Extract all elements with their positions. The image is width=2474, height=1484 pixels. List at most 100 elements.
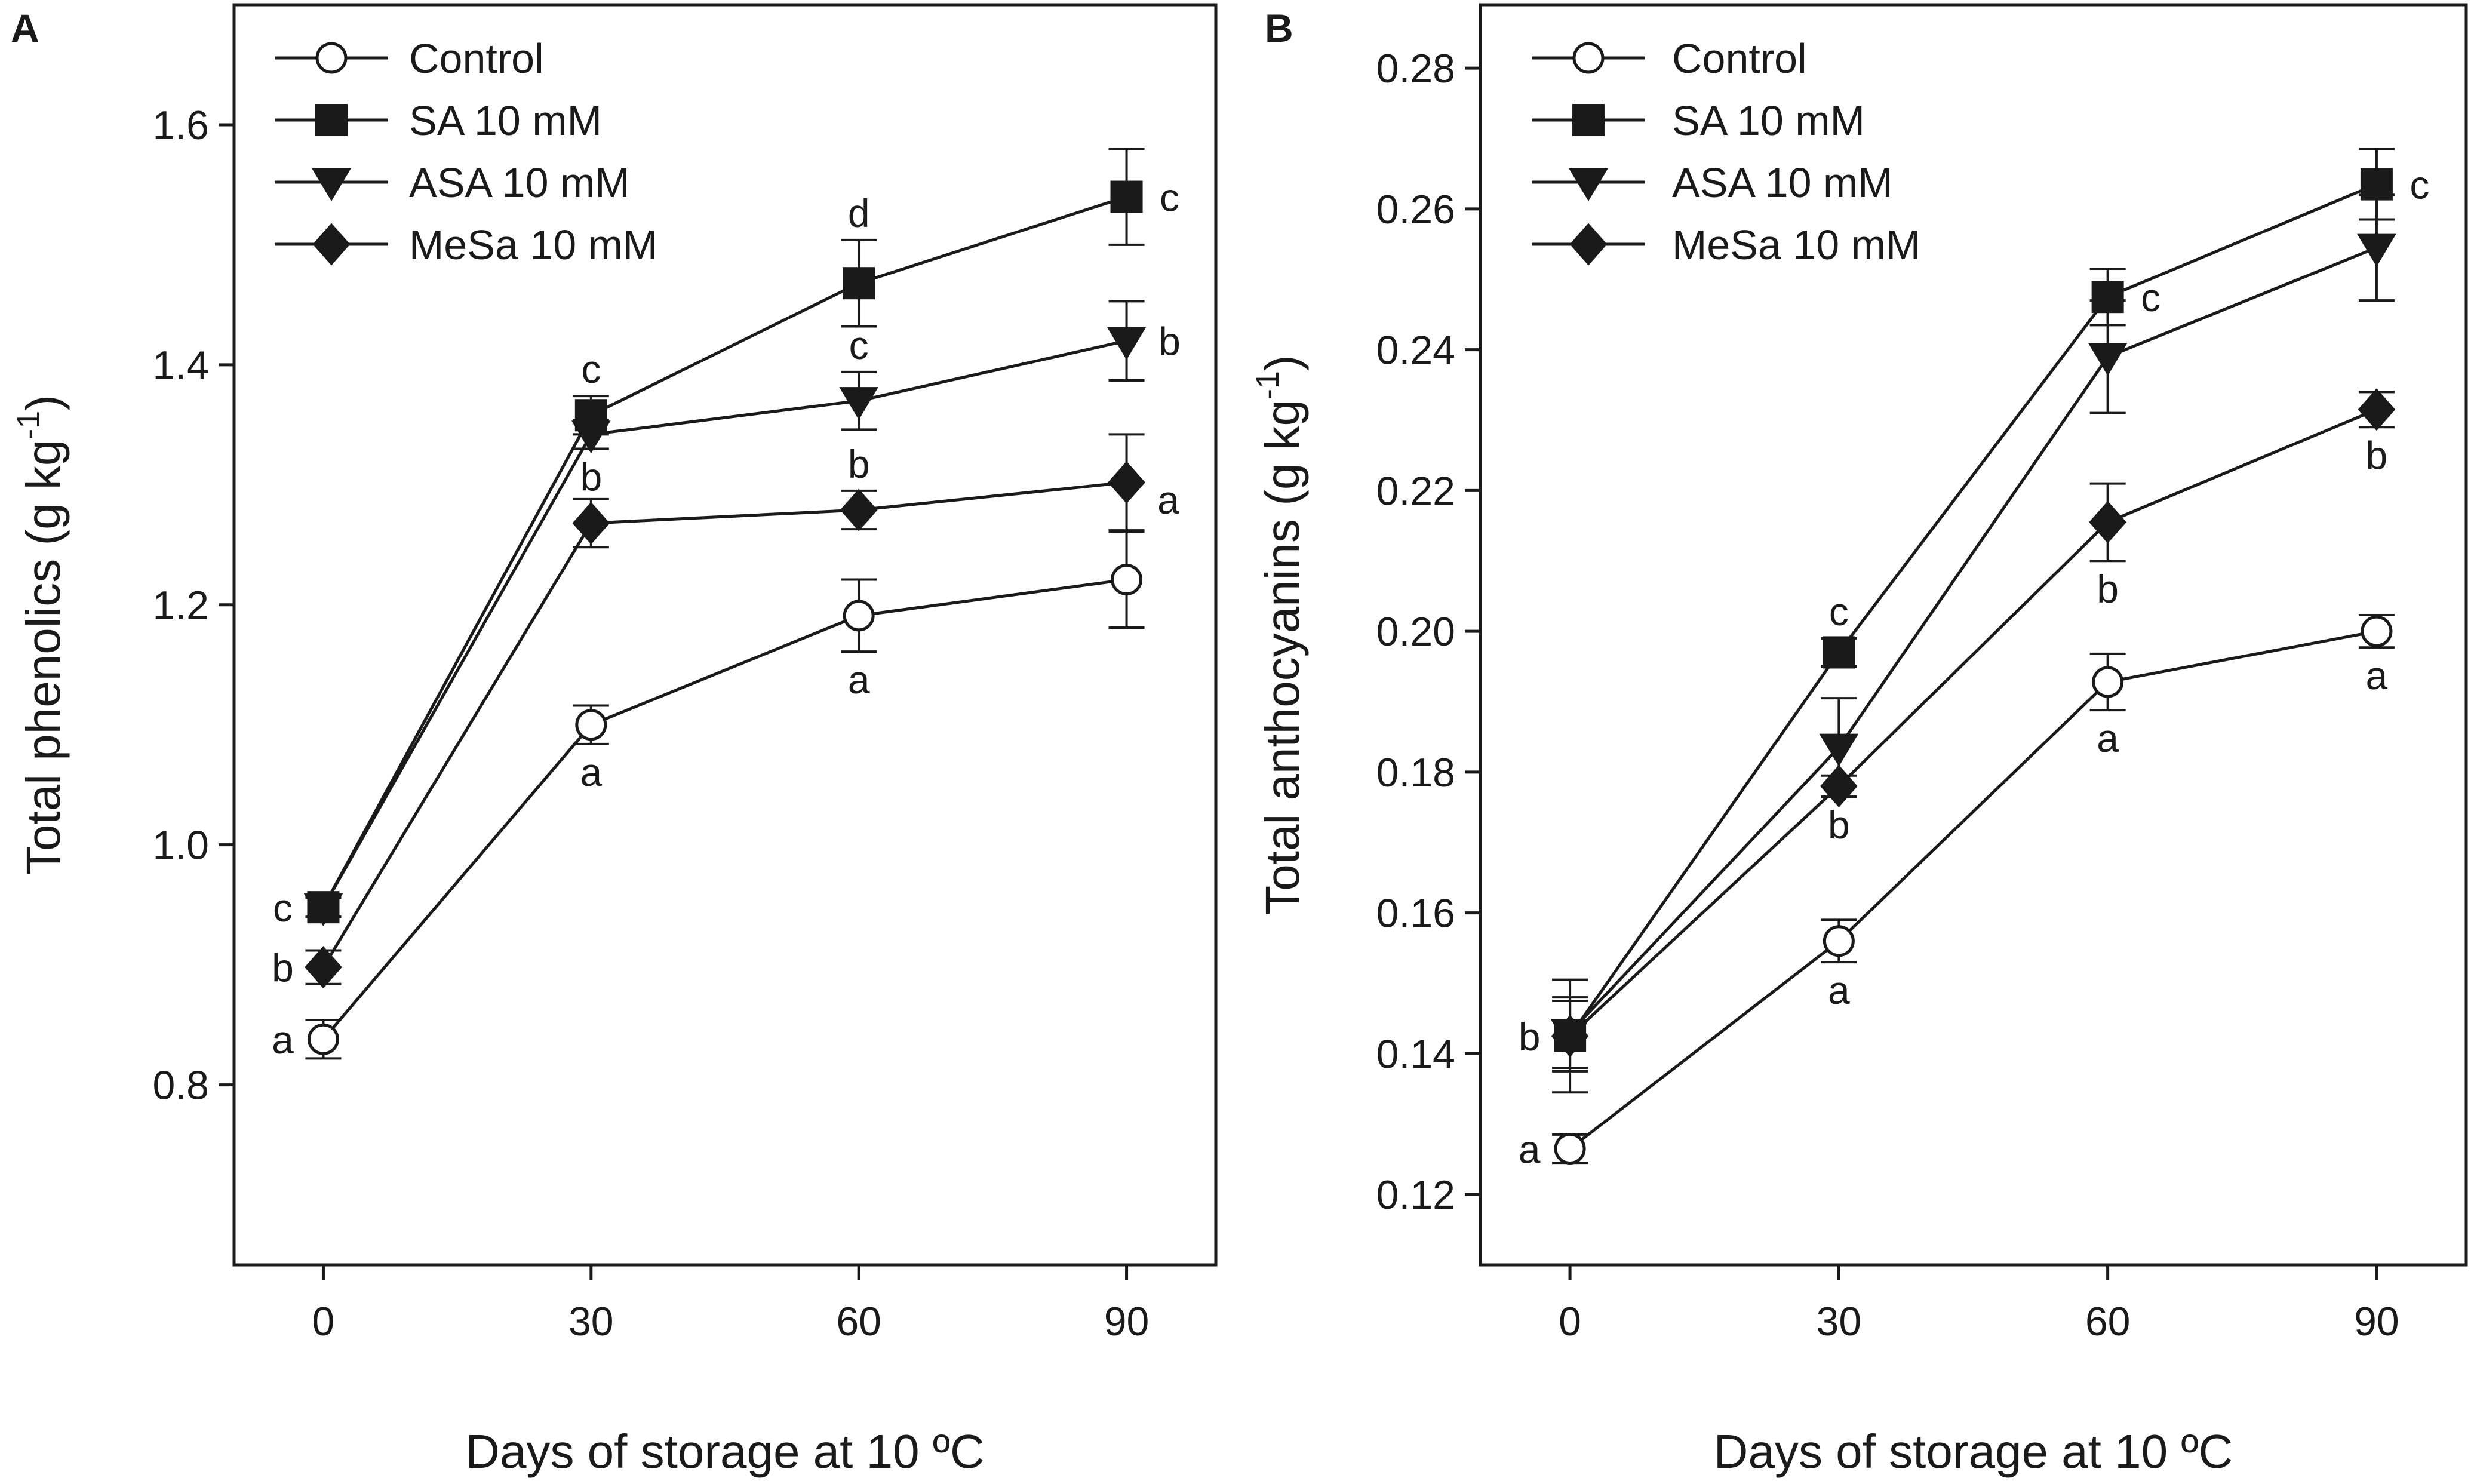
legend-entry: SA 10 mM xyxy=(409,97,602,144)
data-point xyxy=(1554,1133,1586,1165)
y-axis-label-superscript: -1 xyxy=(1250,371,1286,400)
data-point xyxy=(1823,636,1855,669)
y-tick-label: 1.6 xyxy=(152,103,209,148)
legend-marker xyxy=(315,42,348,74)
significance-letter: a xyxy=(2097,716,2119,760)
series-control xyxy=(305,530,1145,1060)
legend-entry: MeSa 10 mM xyxy=(1672,222,1920,268)
legend-marker xyxy=(312,168,351,201)
significance-letter: b xyxy=(1519,1015,1541,1059)
data-point xyxy=(840,488,878,531)
significance-letter: c xyxy=(1829,589,1849,634)
significance-letter: c xyxy=(2141,275,2160,319)
significance-letter: a xyxy=(1519,1127,1541,1172)
data-point xyxy=(307,1023,339,1055)
y-axis-label: Total phenolics (g kg-1) xyxy=(11,395,70,875)
legend-marker xyxy=(315,104,348,136)
legend-marker xyxy=(1569,223,1608,266)
significance-letter: b xyxy=(1158,319,1181,364)
significance-letter: a xyxy=(272,1018,294,1062)
significance-letter: a xyxy=(580,750,602,794)
legend-marker xyxy=(1572,104,1605,136)
y-axis-label-end: ) xyxy=(17,395,70,411)
data-point xyxy=(305,946,342,989)
plot-frame xyxy=(1479,3,2468,1267)
x-tick-label: 60 xyxy=(836,1299,881,1344)
x-tick-label: 30 xyxy=(1817,1299,1862,1344)
significance-letter: d xyxy=(848,191,870,235)
y-tick-label: 0.18 xyxy=(1376,750,1455,795)
series-mesa-10-mm xyxy=(1551,388,2396,1073)
series-line xyxy=(1569,629,2377,1150)
significance-letter: c xyxy=(849,323,869,367)
data-point xyxy=(843,267,875,300)
significance-letter: b xyxy=(1828,803,1850,847)
data-point xyxy=(1823,925,1855,957)
panel-b: B 0.12 0.14 0.16 0.18 0.20 0.22 0.24 0.26 0.28 0 30… xyxy=(1250,3,2468,1478)
data-point xyxy=(2358,388,2396,431)
significance-letter: a xyxy=(2366,653,2388,698)
y-tick-label: 0.26 xyxy=(1376,187,1455,232)
legend-entry: ASA 10 mM xyxy=(409,159,630,206)
series-asa-10-mm xyxy=(303,300,1147,927)
data-point xyxy=(2092,666,2124,698)
data-point xyxy=(1111,564,1143,596)
data-point xyxy=(1107,327,1147,360)
y-axis-label-end: ) xyxy=(1256,355,1309,371)
panel-a: A 0.8 1.0 1.2 1.4 1.6 0 30 60 90 Days of storage a… xyxy=(11,3,1218,1478)
panel-letter: B xyxy=(1265,6,1293,50)
data-point xyxy=(2357,233,2396,267)
y-tick-label: 0.14 xyxy=(1376,1031,1455,1077)
data-point xyxy=(571,420,611,454)
significance-letter: b xyxy=(580,455,602,499)
series-line xyxy=(1569,183,2377,1037)
y-tick-label: 0.20 xyxy=(1376,609,1455,655)
y-tick-label: 0.28 xyxy=(1376,46,1455,91)
series-line xyxy=(322,578,1127,1040)
x-tick-label: 0 xyxy=(312,1299,335,1344)
significance-letter: b xyxy=(848,442,870,486)
legend-marker xyxy=(312,223,351,266)
data-point xyxy=(1108,461,1145,504)
significance-letter: a xyxy=(1157,478,1179,522)
data-point xyxy=(2088,343,2128,376)
x-tick-label: 0 xyxy=(1559,1299,1581,1344)
legend-entry: MeSa 10 mM xyxy=(409,222,657,268)
series-line xyxy=(322,195,1127,908)
data-point xyxy=(2361,615,2393,647)
x-tick-label: 90 xyxy=(2354,1299,2399,1344)
y-tick-label: 1.4 xyxy=(152,343,209,388)
x-tick-label: 30 xyxy=(568,1299,614,1344)
x-axis-label: Days of storage at 10 ºC xyxy=(465,1425,985,1478)
series-line xyxy=(322,339,1127,908)
legend-marker xyxy=(1569,168,1608,201)
y-axis-label-main: Total phenolics (g kg xyxy=(17,440,70,875)
legend: Control SA 10 mM ASA 10 mM MeSa 10 mM xyxy=(275,35,657,268)
significance-letter: c xyxy=(2410,163,2429,207)
data-point xyxy=(575,709,607,741)
significance-letter: b xyxy=(272,946,294,990)
y-tick-label: 0.8 xyxy=(152,1063,209,1108)
y-tick-label: 0.24 xyxy=(1376,328,1455,373)
significance-letter: c xyxy=(273,886,293,930)
y-tick-label: 0.22 xyxy=(1376,468,1455,514)
y-tick-label: 1.0 xyxy=(152,823,209,868)
legend-entry: Control xyxy=(409,35,544,82)
data-point xyxy=(843,600,875,632)
y-axis-label-main: Total anthocyanins (g kg xyxy=(1256,400,1309,915)
significance-letter: b xyxy=(2366,433,2388,477)
legend-entry: Control xyxy=(1672,35,1807,82)
x-tick-label: 90 xyxy=(1104,1299,1150,1344)
series-asa-10-mm xyxy=(1550,193,2396,1069)
panel-letter: A xyxy=(11,6,39,50)
legend-marker xyxy=(1572,42,1605,74)
data-point xyxy=(1819,733,1859,767)
plot-frame xyxy=(232,3,1218,1267)
legend-entry: SA 10 mM xyxy=(1672,97,1865,144)
significance-letter: c xyxy=(1160,176,1179,220)
y-tick-label: 1.2 xyxy=(152,583,209,628)
significance-letter: b xyxy=(2097,567,2119,611)
data-point xyxy=(572,502,610,545)
legend-entry: ASA 10 mM xyxy=(1672,159,1893,206)
